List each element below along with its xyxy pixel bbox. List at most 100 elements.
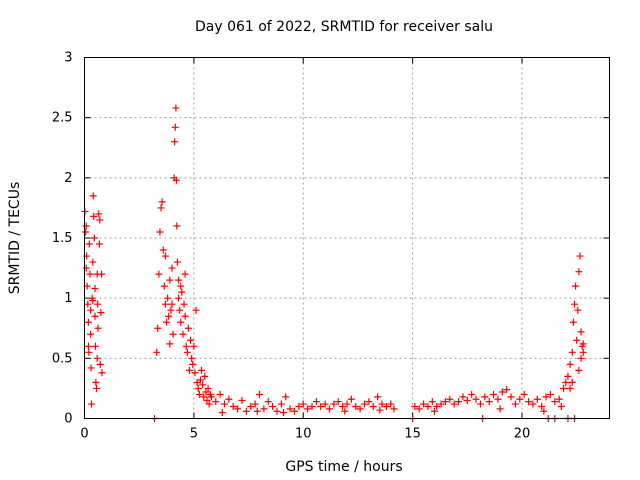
data-point <box>490 390 498 398</box>
data-point <box>542 393 550 401</box>
data-point <box>525 398 533 406</box>
data-point <box>204 384 212 392</box>
data-point <box>161 252 169 260</box>
data-point <box>157 204 165 212</box>
data-point <box>173 222 181 230</box>
data-point <box>441 398 449 406</box>
data-point <box>91 342 99 350</box>
y-tick-label: 1 <box>64 291 72 306</box>
data-point <box>188 354 196 362</box>
data-point <box>221 400 228 408</box>
data-point <box>166 340 174 348</box>
data-point <box>273 407 281 415</box>
data-point <box>173 258 181 266</box>
x-tick-label: 5 <box>190 427 198 442</box>
data-point <box>177 282 185 290</box>
data-point <box>264 398 272 406</box>
data-point <box>334 398 342 406</box>
data-point <box>312 398 320 406</box>
data-point <box>286 405 294 413</box>
data-point <box>251 400 259 408</box>
data-point <box>507 393 515 401</box>
data-point <box>234 405 242 413</box>
data-point <box>178 288 186 296</box>
data-point <box>496 405 504 413</box>
data-point <box>321 400 329 408</box>
data-point <box>575 268 583 276</box>
data-point <box>172 104 180 112</box>
data-point <box>555 395 563 403</box>
data-point <box>195 390 203 398</box>
data-point <box>84 342 92 350</box>
data-point <box>280 408 288 416</box>
data-point <box>256 390 263 398</box>
data-point <box>433 402 441 410</box>
data-point <box>571 300 578 308</box>
data-point <box>569 318 577 326</box>
data-point <box>374 393 382 401</box>
data-point <box>494 395 502 403</box>
data-point <box>98 369 106 377</box>
data-point <box>382 402 390 410</box>
data-point <box>476 400 484 408</box>
data-point <box>387 400 395 408</box>
data-point <box>560 384 568 392</box>
data-point <box>533 395 541 403</box>
data-point <box>196 376 204 384</box>
data-point <box>153 348 161 356</box>
data-point <box>216 390 224 398</box>
data-point <box>82 228 90 236</box>
data-point <box>207 393 215 401</box>
data-point <box>87 364 95 372</box>
data-point <box>187 336 195 344</box>
data-point <box>411 402 419 410</box>
data-point <box>503 386 511 394</box>
data-point <box>194 384 202 392</box>
data-point <box>91 312 99 320</box>
data-point <box>179 330 187 338</box>
data-point <box>551 398 559 406</box>
data-point <box>199 381 207 389</box>
data-point <box>190 342 198 350</box>
data-point <box>93 384 101 392</box>
y-tick-label: 2 <box>64 171 72 186</box>
data-point <box>520 390 528 398</box>
data-point <box>330 400 338 408</box>
data-point <box>94 324 102 332</box>
data-point <box>175 294 183 302</box>
y-tick-label: 1.5 <box>52 231 73 246</box>
data-point <box>90 234 98 242</box>
data-point <box>166 276 174 284</box>
grid <box>84 57 610 419</box>
data-point <box>160 282 168 290</box>
chart-title: Day 061 of 2022, SRMTID for receiver sal… <box>195 19 493 35</box>
data-point <box>95 210 103 218</box>
data-point <box>566 384 574 392</box>
data-point <box>82 264 90 272</box>
data-point <box>572 282 580 290</box>
data-point <box>485 398 493 406</box>
data-point <box>182 342 190 350</box>
data-point <box>295 402 303 410</box>
data-point <box>511 400 519 408</box>
data-point <box>299 400 307 408</box>
data-point <box>557 402 565 410</box>
data-point <box>339 402 347 410</box>
data-point <box>85 240 93 248</box>
data-point <box>82 222 90 230</box>
y-axis-label: SRMTID / TECUs <box>7 182 23 295</box>
data-point <box>579 340 587 348</box>
data-point <box>564 372 572 380</box>
x-axis-label: GPS time / hours <box>285 459 402 475</box>
data-point <box>247 402 255 410</box>
data-point <box>163 318 171 326</box>
data-point <box>198 366 206 374</box>
data-point <box>181 270 189 278</box>
data-point <box>165 312 173 320</box>
data-point <box>93 354 101 362</box>
y-tick-label: 2.5 <box>52 111 73 126</box>
data-point <box>96 216 104 224</box>
data-point <box>229 402 237 410</box>
data-point <box>87 306 95 314</box>
